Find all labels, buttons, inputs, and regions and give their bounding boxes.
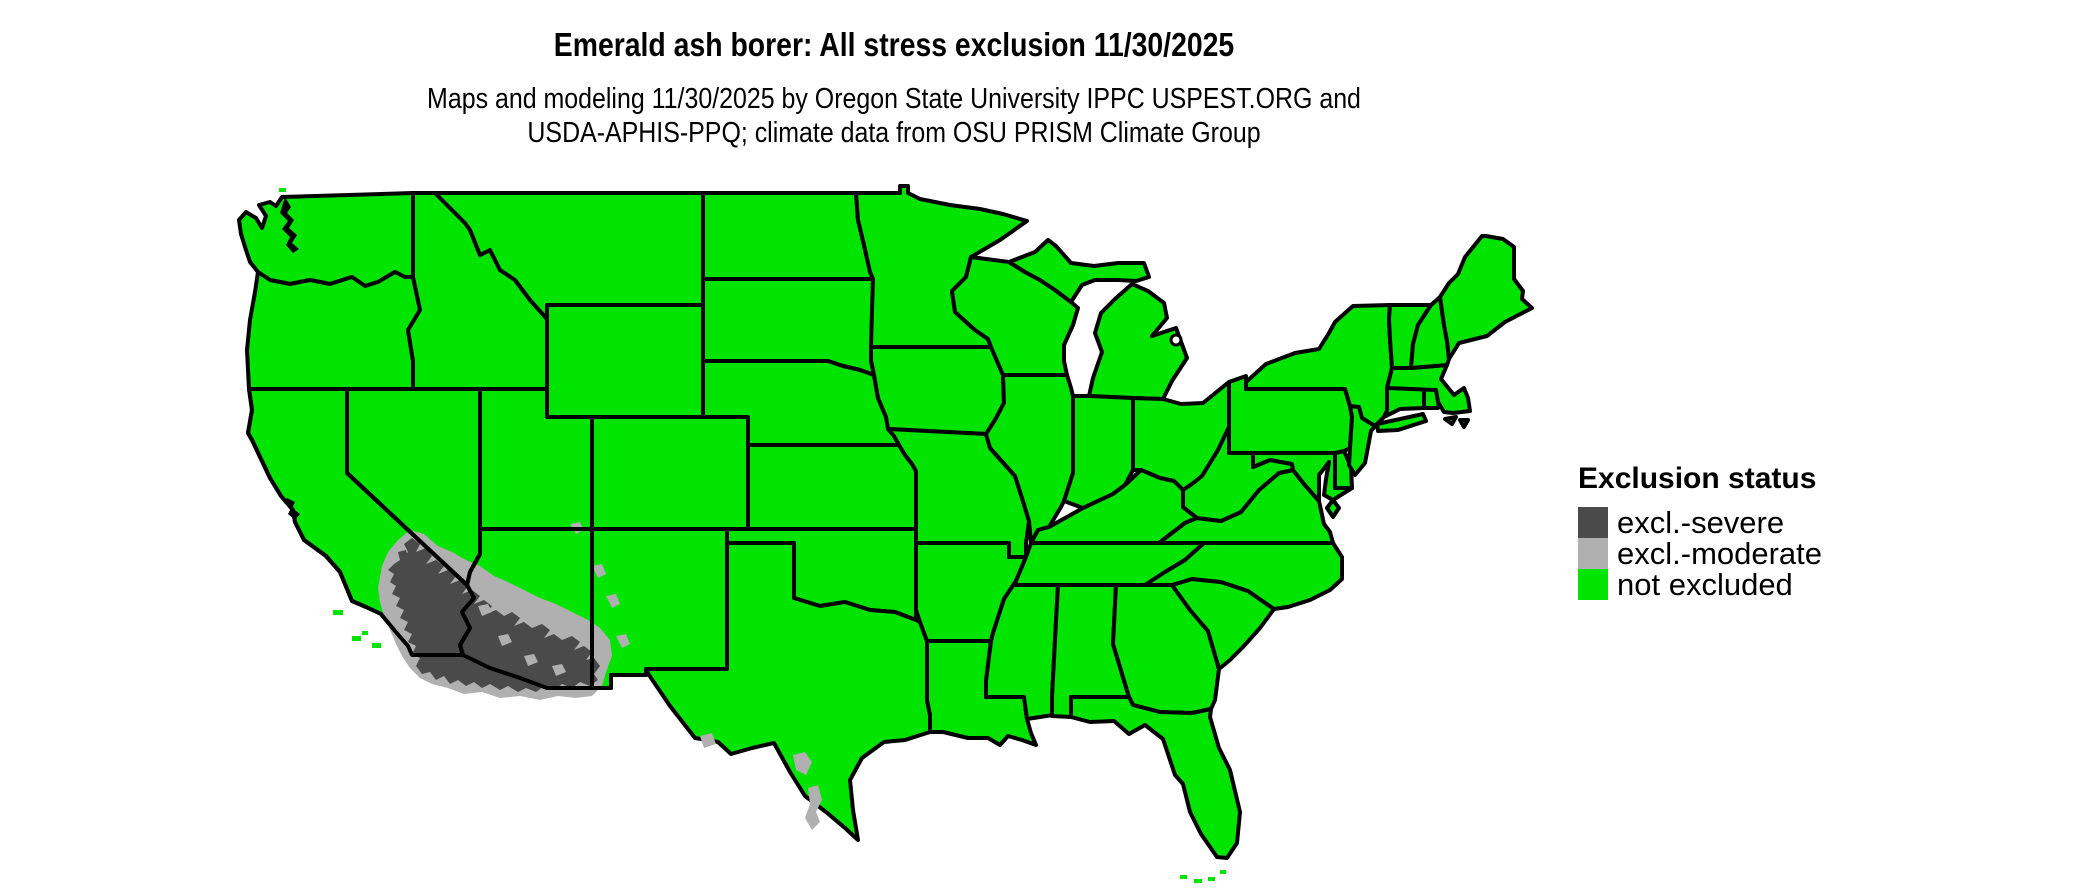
legend-row-severe: excl.-severe bbox=[1578, 507, 1822, 538]
exclusion-moderate-under-layer bbox=[378, 522, 822, 830]
legend-row-not-excluded: not excluded bbox=[1578, 569, 1822, 600]
state-ks bbox=[746, 443, 918, 531]
legend-title: Exclusion status bbox=[1578, 462, 1817, 495]
state-ma bbox=[1385, 363, 1472, 429]
state-mi-upper bbox=[1007, 238, 1151, 304]
state-me bbox=[1438, 234, 1534, 361]
puget-sound bbox=[280, 197, 299, 253]
subtitle-line-1: Maps and modeling 11/30/2025 by Oregon S… bbox=[427, 83, 1361, 115]
state-nd bbox=[701, 191, 875, 281]
water-features-layer bbox=[280, 197, 1183, 520]
state-nm bbox=[590, 527, 729, 690]
legend-swatch-not-excluded bbox=[1578, 569, 1608, 600]
state-ia bbox=[869, 345, 1006, 436]
exclusion-moderate-speckles bbox=[478, 604, 566, 676]
lake-st-clair bbox=[1169, 333, 1183, 347]
state-mi-lower bbox=[1087, 282, 1189, 401]
state-fl bbox=[1069, 695, 1242, 860]
page-title: Emerald ash borer: All stress exclusion … bbox=[553, 26, 1235, 63]
subtitle-line-2: USDA-APHIS-PPQ; climate data from OSU PR… bbox=[527, 117, 1261, 149]
legend-label-severe: excl.-severe bbox=[1617, 505, 1785, 540]
state-co bbox=[590, 415, 750, 531]
legend: Exclusion status excl.-severe excl.-mode… bbox=[1578, 462, 1822, 600]
san-francisco-bay bbox=[284, 498, 300, 520]
legend-swatch-severe bbox=[1578, 507, 1608, 538]
legend-label-moderate: excl.-moderate bbox=[1617, 536, 1823, 571]
legend-label-not-excluded: not excluded bbox=[1617, 567, 1793, 602]
exclusion-moderate-region bbox=[378, 522, 822, 830]
state-nc bbox=[1143, 541, 1344, 611]
states-layer bbox=[237, 184, 1534, 860]
legend-row-moderate: excl.-moderate bbox=[1578, 538, 1822, 569]
page-subtitle: Maps and modeling 11/30/2025 by Oregon S… bbox=[125, 82, 1663, 150]
state-wa bbox=[237, 191, 415, 288]
state-wy bbox=[545, 303, 705, 419]
exclusion-moderate-over-layer bbox=[478, 604, 566, 676]
legend-swatch-moderate bbox=[1578, 538, 1608, 569]
state-ct bbox=[1382, 386, 1426, 419]
state-or bbox=[245, 270, 422, 391]
